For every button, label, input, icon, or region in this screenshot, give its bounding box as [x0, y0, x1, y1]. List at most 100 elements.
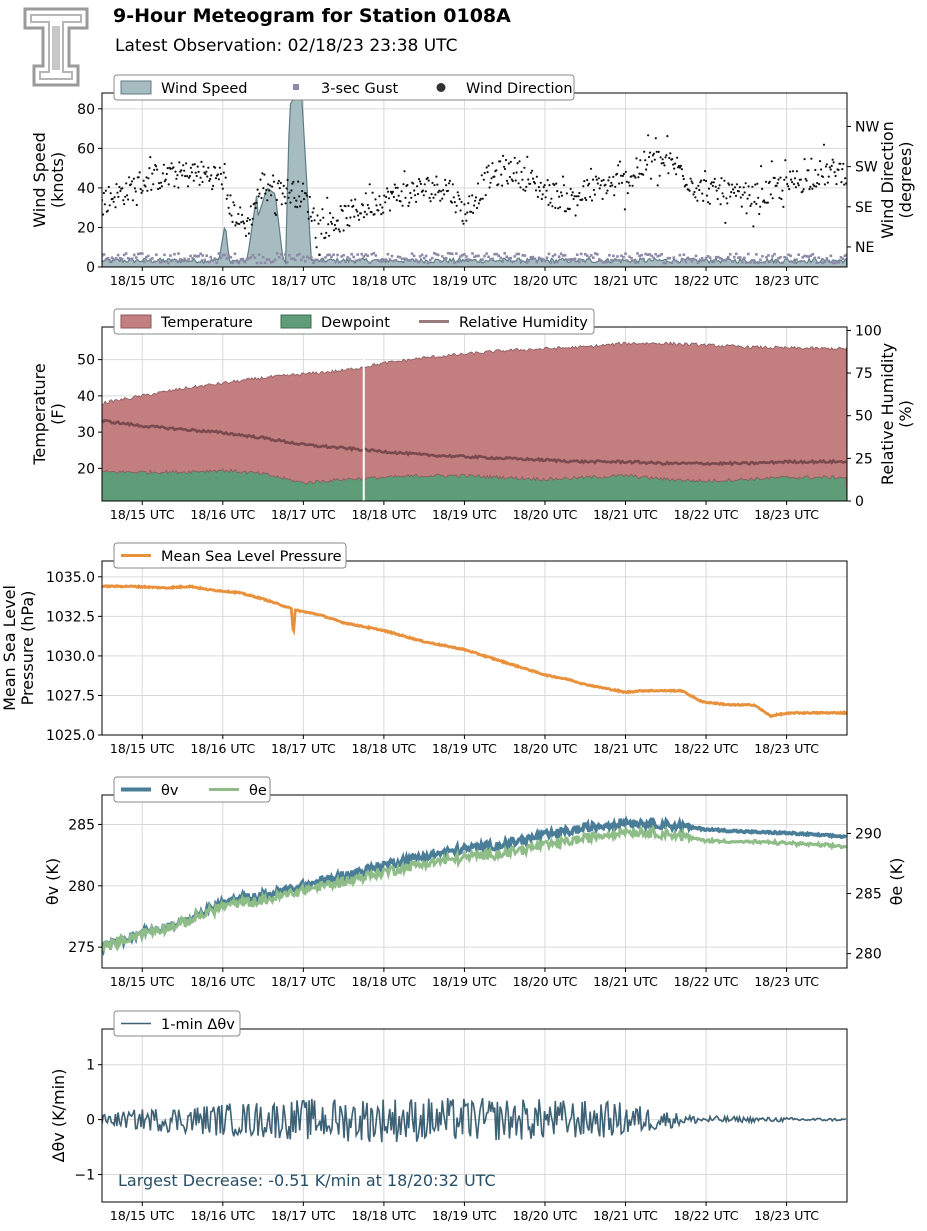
wind-direction-point	[551, 205, 554, 208]
wind-direction-point	[178, 161, 181, 164]
wind-direction-point	[786, 182, 789, 186]
wind-direction-point	[396, 186, 399, 189]
gust-point	[708, 256, 712, 259]
legend: θv θe	[113, 776, 271, 803]
wind-direction-point	[300, 200, 303, 203]
legend-patch	[120, 314, 152, 329]
x-tick-label: 18/22 UTC	[674, 974, 739, 989]
wind-direction-point	[139, 188, 142, 191]
wind-direction-point	[367, 207, 370, 210]
y2-axis-label: θe (K)	[887, 858, 906, 906]
wind-direction-point	[164, 178, 167, 181]
wind-direction-point	[677, 164, 681, 168]
gust-point	[114, 257, 118, 260]
wind-direction-point	[197, 170, 200, 173]
wind-direction-point	[797, 184, 800, 187]
wind-direction-point	[671, 158, 674, 161]
gust-point	[555, 260, 559, 264]
y2-tick-label: 100	[855, 323, 882, 339]
wind-direction-point	[275, 198, 278, 202]
wind-direction-point	[441, 197, 444, 200]
gust-point	[579, 252, 583, 256]
legend-label: Dewpoint	[321, 315, 390, 331]
wind-direction-point	[627, 181, 630, 184]
wind-direction-point	[583, 180, 586, 183]
wind-direction-point	[144, 185, 147, 188]
wind-direction-point	[762, 199, 766, 202]
wind-direction-point	[388, 209, 392, 212]
wind-direction-point	[820, 168, 823, 171]
gust-point	[567, 258, 571, 261]
legend: Wind Speed 3-sec Gust Wind Direction	[113, 74, 575, 101]
wind-direction-point	[254, 206, 257, 210]
wind-direction-point	[692, 193, 695, 196]
x-tick-label: 18/15 UTC	[110, 1208, 175, 1223]
wind-direction-point	[495, 169, 498, 172]
wind-direction-point	[685, 183, 688, 186]
wind-direction-point	[359, 212, 363, 215]
wind-direction-point	[160, 185, 163, 188]
plot-area	[102, 327, 847, 501]
wind-direction-point	[594, 175, 598, 178]
wind-direction-point	[175, 177, 178, 180]
gust-point	[378, 260, 382, 263]
gust-point	[253, 256, 257, 260]
wind-direction-point	[324, 236, 327, 239]
wind-direction-point	[842, 162, 845, 165]
legend-marker	[293, 84, 299, 90]
wind-direction-point	[658, 174, 661, 177]
wind-direction-point	[756, 182, 759, 185]
legend-label: Mean Sea Level Pressure	[161, 549, 342, 565]
wind-direction-point	[224, 176, 227, 179]
gust-point	[757, 261, 760, 265]
gust-point	[753, 261, 756, 264]
wind-direction-point	[470, 210, 473, 213]
wind-direction-point	[541, 193, 544, 196]
wind-direction-point	[516, 162, 519, 165]
wind-direction-point	[549, 201, 552, 204]
wind-direction-point	[381, 206, 384, 209]
wind-direction-point	[293, 196, 296, 200]
wind-direction-point	[291, 182, 294, 185]
gust-point	[171, 258, 174, 262]
gust-point	[440, 255, 444, 258]
wind-direction-point	[523, 166, 526, 169]
wind-direction-point	[565, 192, 569, 195]
gust-point	[485, 252, 488, 255]
wind-direction-series	[102, 134, 847, 256]
wind-direction-point	[766, 201, 770, 204]
legend-item: Wind Speed	[120, 80, 248, 97]
legend-item: 3-sec Gust	[293, 81, 398, 97]
theta-panel: 18/15 UTC 18/16 UTC 18/17 UTC 18/18 UTC 18/1…	[43, 776, 906, 989]
wind-direction-point	[455, 204, 458, 207]
wind-direction-point	[588, 182, 591, 185]
wind-direction-point	[485, 166, 488, 169]
wind-direction-point	[109, 192, 112, 195]
wind-direction-point	[182, 164, 185, 167]
chart-title: 9-Hour Meteogram for Station 0108A	[113, 5, 511, 27]
gust-point	[372, 251, 376, 255]
plot-area	[102, 1097, 846, 1143]
gust-point	[654, 252, 658, 256]
gust-point	[583, 252, 587, 256]
gust-point	[755, 253, 758, 256]
gust-point	[267, 258, 271, 262]
x-tick-label: 18/19 UTC	[432, 741, 497, 756]
gust-point	[833, 261, 837, 265]
gust-point	[229, 256, 233, 259]
gust-point	[346, 256, 349, 259]
wind-direction-point	[560, 194, 564, 197]
gust-point	[781, 261, 784, 265]
wind-direction-point	[503, 167, 507, 171]
wind-direction-point	[440, 190, 443, 193]
gust-point	[165, 260, 168, 263]
dewpoint-area	[102, 468, 847, 501]
wind-direction-point	[704, 170, 707, 173]
gust-point	[404, 257, 408, 261]
gust-point	[465, 255, 468, 258]
wind-direction-point	[448, 179, 451, 182]
gust-point	[559, 252, 563, 256]
gust-point	[779, 255, 782, 259]
wind-direction-point	[604, 183, 607, 186]
wind-direction-point	[112, 200, 115, 203]
